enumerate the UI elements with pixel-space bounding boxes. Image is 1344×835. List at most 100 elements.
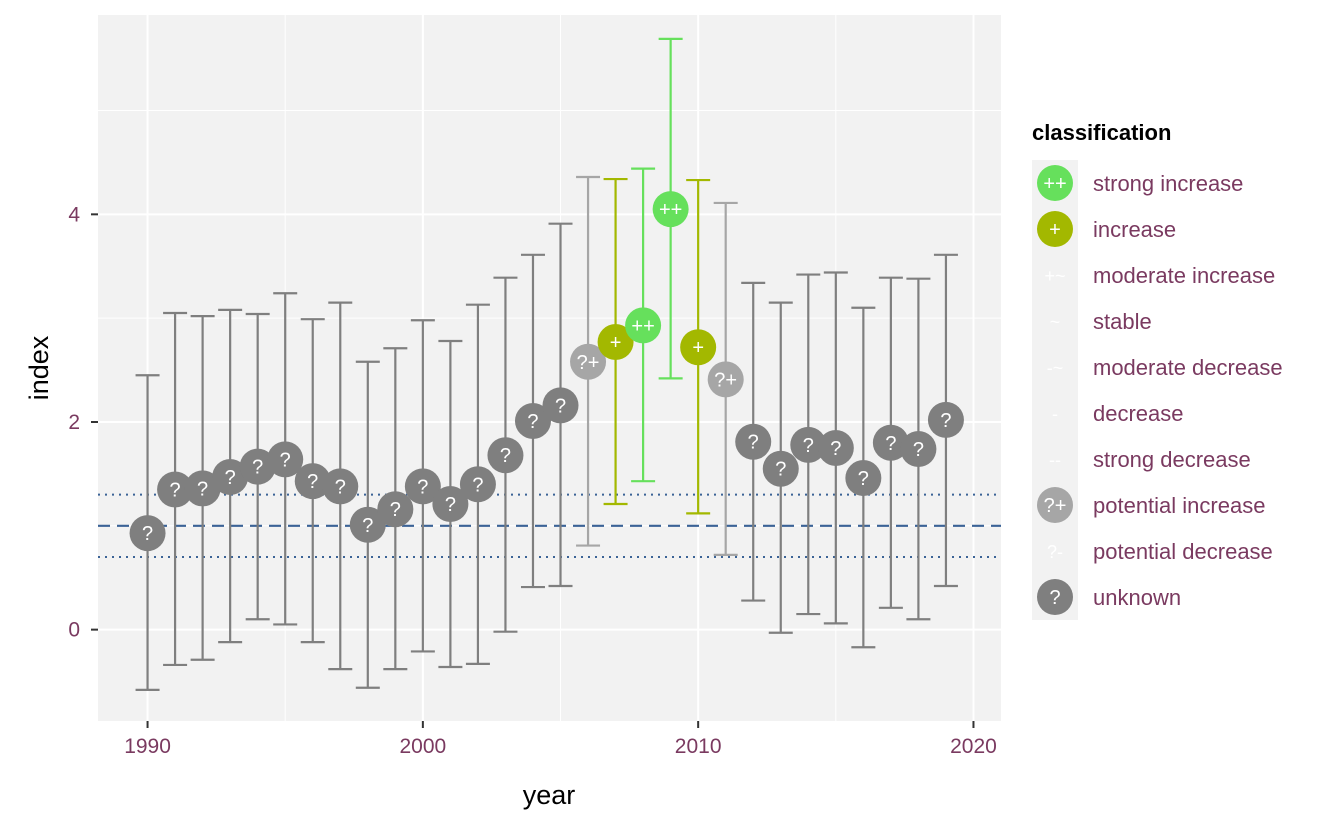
point-label: ?: [252, 457, 263, 479]
point-label: ?: [830, 438, 841, 460]
data-point: ++: [625, 307, 662, 344]
legend-label: moderate decrease: [1093, 355, 1283, 380]
x-tick-label: 2020: [950, 735, 997, 758]
legend-symbol: -~: [1047, 358, 1064, 378]
legend-key: -~: [1047, 358, 1064, 378]
data-point: ?: [129, 515, 166, 552]
point-label: ?: [197, 478, 208, 500]
legend-key: ++: [1037, 165, 1073, 201]
point-label: ?: [445, 494, 456, 516]
data-point: ?: [900, 430, 937, 467]
legend-key: --: [1049, 450, 1061, 470]
y-tick-label: 2: [68, 411, 80, 434]
data-point: ?: [322, 468, 359, 505]
legend-label: strong decrease: [1093, 447, 1251, 472]
data-point: ?: [184, 470, 221, 507]
data-point: ?: [735, 423, 772, 460]
point-label: ?: [858, 468, 869, 490]
legend-symbol: -: [1052, 404, 1058, 424]
legend-key: ?-: [1047, 542, 1063, 562]
y-axis-title: index: [24, 335, 54, 400]
legend-key: +~: [1044, 266, 1065, 286]
y-tick-label: 4: [68, 203, 80, 226]
point-label: ?+: [714, 369, 737, 391]
legend-symbol: ?: [1049, 587, 1060, 609]
point-label: ?: [307, 471, 318, 493]
point-label: +: [610, 332, 622, 354]
data-points: ??????? ??????????+++++++?+????????: [129, 191, 964, 552]
data-point: ?: [432, 486, 469, 523]
data-point: ?: [294, 463, 331, 500]
point-label: ?: [225, 467, 236, 489]
data-point: ?+: [570, 343, 607, 380]
point-label: ?: [940, 410, 951, 432]
data-point: ?: [459, 466, 496, 503]
data-point: ?: [514, 402, 551, 439]
legend-symbol: ++: [1043, 173, 1066, 195]
point-label: ?: [362, 515, 373, 537]
y-axis: 0 2 4: [68, 203, 98, 642]
legend-key: ?: [1037, 579, 1073, 615]
data-point: ?: [927, 401, 964, 438]
data-point: +: [597, 324, 634, 361]
y-tick-label: 0: [68, 619, 80, 642]
legend-symbol: ?+: [1044, 495, 1067, 517]
legend-label: stable: [1093, 309, 1152, 334]
data-point: ?: [212, 459, 249, 496]
data-point: ?: [845, 460, 882, 497]
legend-key: ~: [1050, 312, 1061, 332]
legend-label: strong increase: [1093, 171, 1243, 196]
x-tick-label: 2000: [400, 735, 447, 758]
x-tick-label: 1990: [124, 735, 171, 758]
data-point: ?+: [707, 361, 744, 398]
point-label: ?: [500, 445, 511, 467]
point-label: ?: [913, 439, 924, 461]
point-label: ?: [390, 499, 401, 521]
point-label: ?+: [577, 352, 600, 374]
data-point: ?: [790, 426, 827, 463]
data-point: ?: [762, 450, 799, 487]
data-point: ?: [542, 387, 579, 424]
legend-label: decrease: [1093, 401, 1184, 426]
point-label: ?: [555, 395, 566, 417]
point-label: ?: [280, 449, 291, 471]
data-point: ?: [157, 471, 194, 508]
reference-lines: [98, 493, 1001, 558]
legend-label: increase: [1093, 217, 1176, 242]
legend-symbol: ~: [1050, 312, 1061, 332]
x-axis: 1990 2000 2010 2020: [124, 721, 997, 758]
legend-symbol: +~: [1044, 266, 1065, 286]
data-point: ?: [404, 468, 441, 505]
legend: classification ++ strong increase + increas…: [1032, 120, 1283, 620]
legend-label: potential decrease: [1093, 539, 1273, 564]
data-point: ?: [487, 437, 524, 474]
point-label: +: [692, 337, 704, 359]
legend-label: potential increase: [1093, 493, 1265, 518]
point-label: ?: [803, 435, 814, 457]
legend-key: -: [1052, 404, 1058, 424]
point-label: ?: [335, 476, 346, 498]
legend-label: unknown: [1093, 585, 1181, 610]
data-point: ?: [239, 448, 276, 485]
legend-title: classification: [1032, 120, 1171, 145]
legend-key: ?+: [1037, 487, 1073, 523]
x-tick-label: 2010: [675, 735, 722, 758]
point-label: ?: [885, 433, 896, 455]
data-point: ++: [652, 191, 689, 228]
point-label: ++: [659, 199, 682, 221]
data-point: ?: [872, 424, 909, 461]
point-label: ?: [527, 411, 538, 433]
legend-symbol: +: [1049, 219, 1061, 241]
plot-panel: [98, 15, 1001, 721]
legend-symbol: ?-: [1047, 542, 1063, 562]
data-point: ?: [817, 429, 854, 466]
data-point: ?: [349, 506, 386, 543]
point-label: ?: [775, 459, 786, 481]
legend-key: +: [1037, 211, 1073, 247]
point-label: ?: [748, 432, 759, 454]
data-point: ?: [377, 491, 414, 528]
point-label: ++: [631, 315, 654, 337]
x-axis-title: year: [523, 780, 576, 810]
